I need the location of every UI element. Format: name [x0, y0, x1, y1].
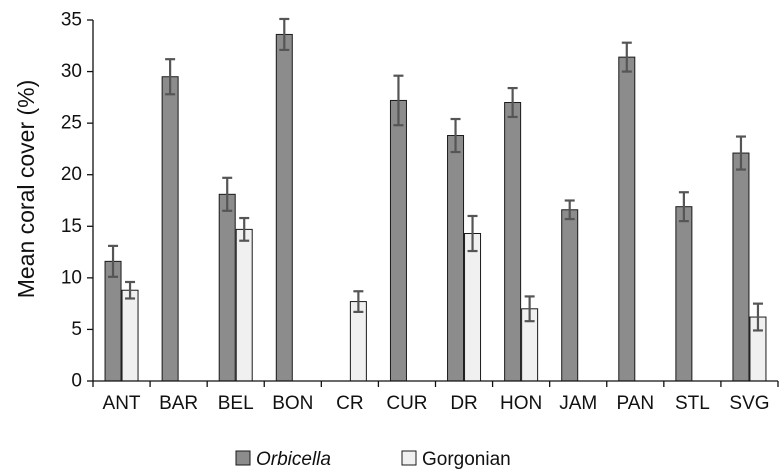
- bar-bel-orbicella: [218, 193, 236, 382]
- bar-cur-orbicella: [389, 99, 407, 382]
- x-tick-label-dr: DR: [450, 393, 477, 414]
- bar-pan-orbicella: [618, 56, 636, 382]
- y-axis-title: Mean coral cover (%): [13, 80, 39, 299]
- y-tick-label: 35: [61, 10, 82, 31]
- bar-bar-orbicella: [161, 76, 179, 382]
- x-tick-label-stl: STL: [675, 393, 710, 414]
- x-tick-label-jam: JAM: [559, 393, 597, 414]
- x-tick-label-cur: CUR: [386, 393, 427, 414]
- bar-stl-orbicella: [675, 206, 693, 382]
- bar-hon-orbicella: [504, 102, 522, 382]
- x-ticks-layer: ANT BAR BEL BON CR CUR DR HON JAM PAN STL SVG: [92, 381, 779, 414]
- legend: Orbicella Gorgonian: [235, 449, 511, 469]
- bar-cr-gorgonian: [349, 301, 367, 382]
- y-tick-label: 25: [61, 113, 82, 134]
- y-tick-label: 20: [61, 164, 82, 185]
- bar-svg-orbicella: [732, 152, 750, 382]
- x-tick-label-pan: PAN: [616, 393, 654, 414]
- bar-dr-orbicella: [447, 135, 465, 382]
- y-tick-label: 15: [61, 216, 82, 237]
- bars-layer: [104, 33, 767, 382]
- legend-label-gorgonian: Gorgonian: [422, 449, 511, 469]
- x-tick-label-ant: ANT: [103, 393, 141, 414]
- bar-dr-gorgonian: [464, 233, 482, 382]
- y-tick-label: 30: [61, 61, 82, 82]
- legend-label-orbicella: Orbicella: [256, 449, 331, 469]
- y-ticks-layer: 0 5 10 15 20 25 30 35: [61, 10, 93, 392]
- bar-jam-orbicella: [561, 209, 579, 382]
- x-tick-label-hon: HON: [500, 393, 542, 414]
- x-tick-label-bar: BAR: [159, 393, 198, 414]
- bar-bel-gorgonian: [235, 228, 253, 382]
- x-tick-label-svg: SVG: [729, 393, 769, 414]
- legend-swatch-gorgonian: [401, 450, 417, 466]
- y-tick-label: 10: [61, 267, 82, 288]
- x-tick-label-cr: CR: [336, 393, 363, 414]
- bar-ant-orbicella: [104, 260, 122, 382]
- bar-bon-orbicella: [275, 33, 293, 382]
- y-tick-label: 0: [71, 371, 82, 392]
- x-tick-label-bon: BON: [272, 393, 313, 414]
- error-bars-layer: [108, 17, 763, 332]
- x-tick-label-bel: BEL: [218, 393, 254, 414]
- legend-swatch-orbicella: [235, 450, 251, 466]
- axes-layer: [92, 20, 778, 382]
- y-tick-label: 5: [71, 319, 82, 340]
- bar-ant-gorgonian: [121, 289, 139, 382]
